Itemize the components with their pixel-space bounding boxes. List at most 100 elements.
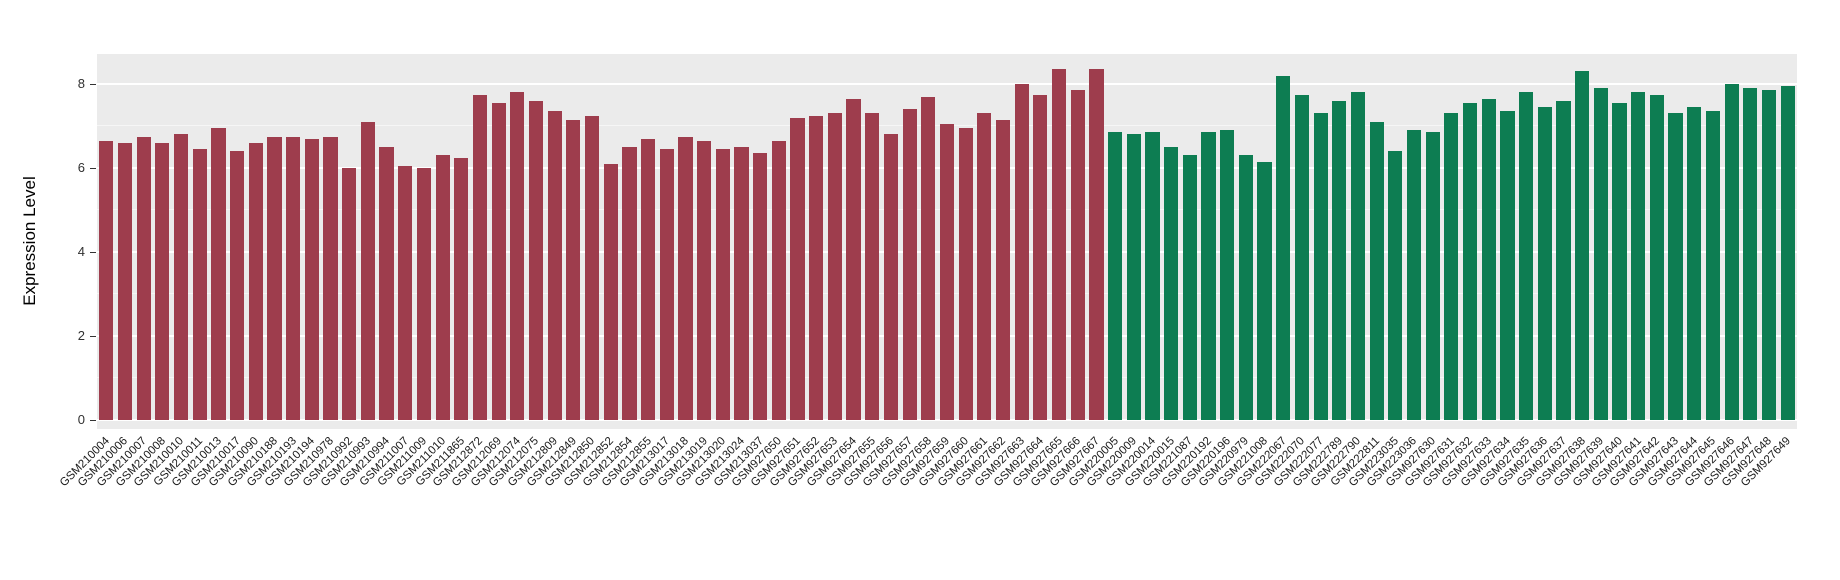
bar xyxy=(1444,113,1459,420)
bar xyxy=(1369,121,1384,420)
gridline-major xyxy=(97,419,1797,421)
bar xyxy=(939,123,955,420)
bar xyxy=(416,168,431,420)
bar xyxy=(1220,130,1235,420)
bar xyxy=(995,119,1011,420)
y-tick-mark xyxy=(90,252,96,253)
bar xyxy=(547,111,562,420)
bar xyxy=(1332,100,1347,420)
y-tick-label: 6 xyxy=(77,160,85,175)
bar xyxy=(1388,151,1403,420)
bar xyxy=(1743,88,1758,420)
bar xyxy=(136,136,151,420)
y-tick-mark xyxy=(90,420,96,421)
bar xyxy=(1294,94,1310,420)
bar xyxy=(435,155,450,420)
bar xyxy=(1201,132,1216,420)
y-tick-label: 2 xyxy=(77,328,85,343)
bar xyxy=(1705,111,1721,420)
bar xyxy=(1145,132,1160,420)
bar xyxy=(827,113,842,420)
bar xyxy=(211,128,226,420)
bar xyxy=(1780,86,1795,420)
bar xyxy=(1519,92,1534,420)
bar xyxy=(771,140,786,420)
bar xyxy=(809,115,824,420)
bar xyxy=(1126,134,1141,420)
bar xyxy=(1631,92,1646,420)
bar xyxy=(1164,147,1179,420)
bar xyxy=(678,136,693,420)
y-tick-label: 0 xyxy=(77,412,85,427)
bar xyxy=(1014,84,1029,420)
bar xyxy=(1051,69,1067,420)
bar xyxy=(267,136,282,420)
bar xyxy=(977,113,992,420)
bar xyxy=(715,149,730,420)
bar xyxy=(883,134,899,420)
bar xyxy=(1070,90,1085,420)
y-tick-label: 8 xyxy=(77,76,85,91)
bar xyxy=(1724,84,1739,420)
bar xyxy=(1257,161,1272,420)
bar xyxy=(584,115,600,420)
bar xyxy=(921,96,936,420)
bar xyxy=(230,151,245,420)
bar xyxy=(1313,113,1328,420)
bar xyxy=(1500,111,1515,420)
bar xyxy=(1276,75,1291,420)
bar xyxy=(1649,94,1664,420)
y-tick-label: 4 xyxy=(77,244,85,259)
bar xyxy=(342,168,357,420)
gridline-major xyxy=(97,83,1797,85)
bar xyxy=(1033,94,1048,420)
bar xyxy=(902,109,917,420)
bar xyxy=(566,119,581,420)
bar xyxy=(248,142,263,420)
bar xyxy=(304,138,319,420)
bar xyxy=(846,98,861,420)
bar xyxy=(1612,102,1627,420)
bar xyxy=(1537,107,1552,420)
bar xyxy=(1108,132,1123,420)
bar xyxy=(454,157,469,420)
bar xyxy=(1425,132,1440,420)
y-tick-mark xyxy=(90,168,96,169)
bar xyxy=(1687,107,1702,420)
bar xyxy=(1481,98,1496,420)
bar xyxy=(1182,155,1197,420)
x-axis: GSM210004 GSM210006 GSM210007 GSM210008 GSM2… xyxy=(58,431,1797,576)
bar xyxy=(865,113,880,420)
bar xyxy=(491,102,506,420)
bar xyxy=(1556,100,1571,420)
bar xyxy=(398,165,413,420)
bar xyxy=(790,117,805,420)
bar xyxy=(173,134,189,420)
bar xyxy=(1238,155,1253,420)
bar xyxy=(117,142,133,420)
bar xyxy=(1462,102,1478,420)
bar xyxy=(1350,92,1366,420)
bar xyxy=(603,163,618,420)
bar xyxy=(286,136,301,420)
bar xyxy=(528,100,544,420)
y-tick-mark xyxy=(90,84,96,85)
bar xyxy=(510,92,525,420)
y-tick-mark xyxy=(90,336,96,337)
bar xyxy=(1761,90,1777,420)
bar xyxy=(1575,71,1590,420)
bar xyxy=(472,94,488,420)
bar xyxy=(734,147,749,420)
y-axis-title: Expression Level xyxy=(20,176,39,306)
bar xyxy=(360,121,375,420)
bar xyxy=(1089,69,1104,420)
bar xyxy=(697,140,712,420)
bar xyxy=(192,149,207,420)
bar xyxy=(323,136,338,420)
bar xyxy=(1668,113,1683,420)
bar xyxy=(753,153,768,420)
bar xyxy=(155,142,170,420)
bar xyxy=(641,138,656,420)
bar xyxy=(622,147,637,420)
